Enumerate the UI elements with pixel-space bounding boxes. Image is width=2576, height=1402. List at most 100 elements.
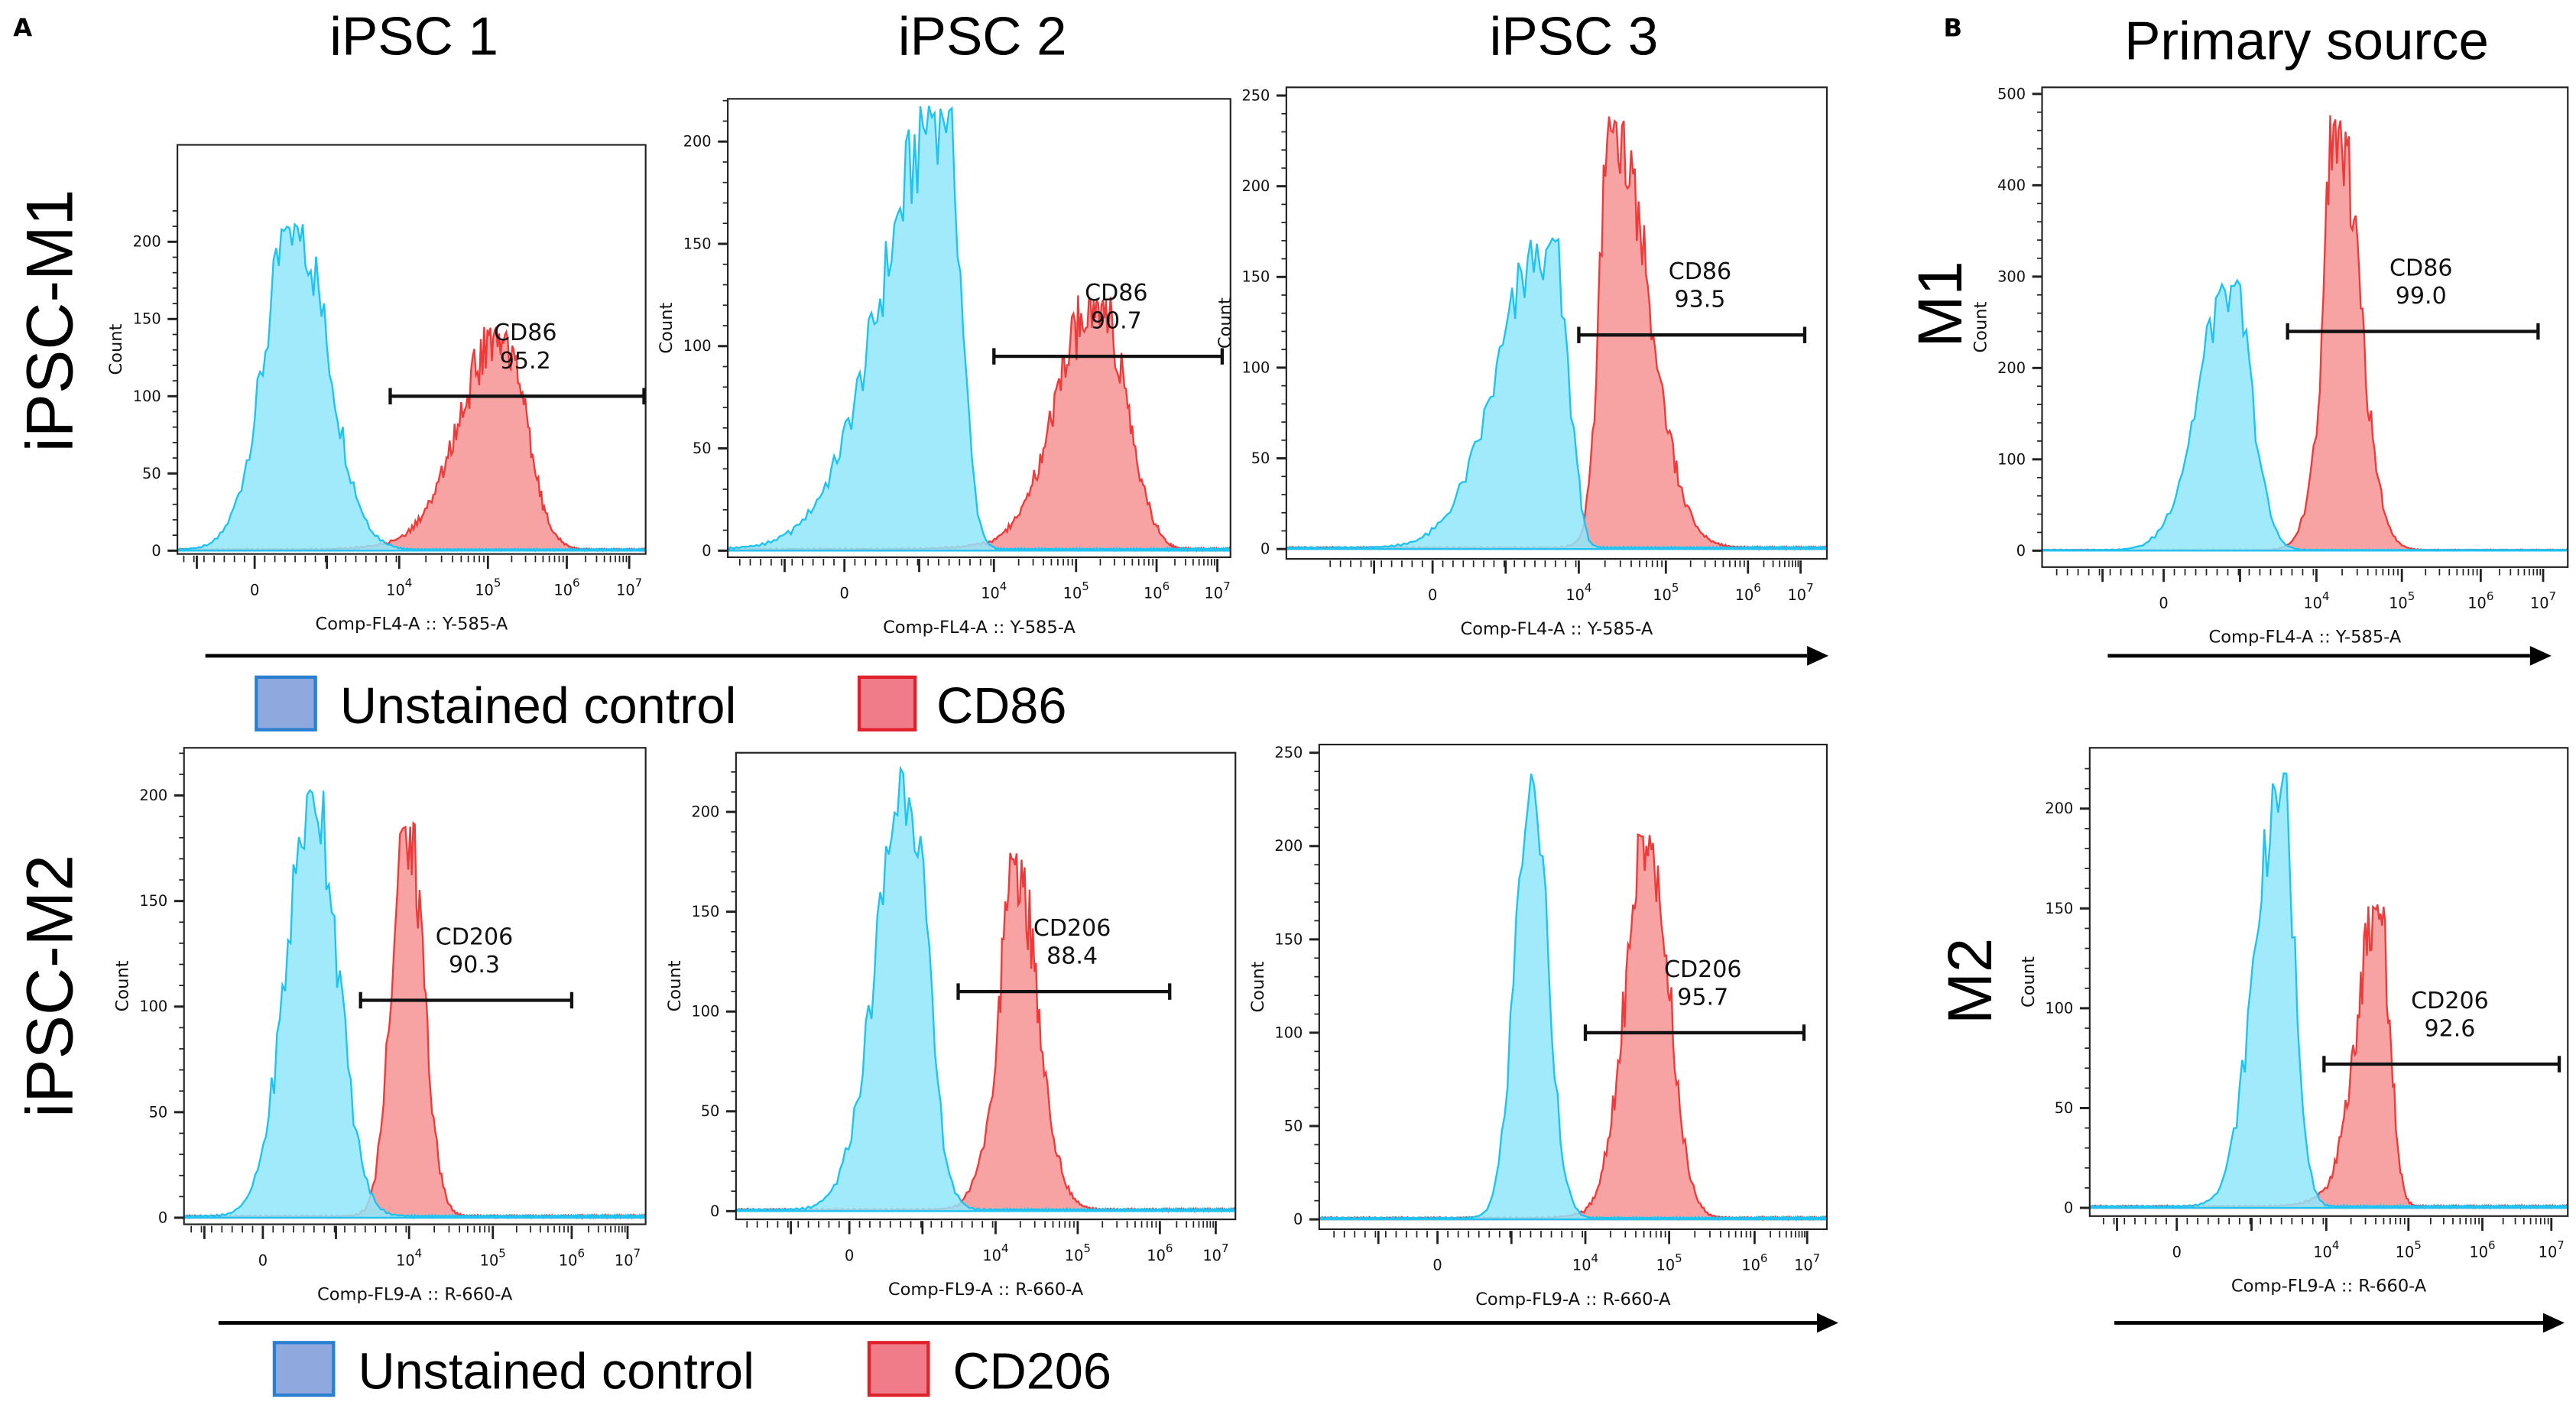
x-axis-label: Comp-FL4-A :: Y-585-A — [2209, 628, 2402, 647]
x-tick-exponent: 6 — [1760, 1251, 1768, 1265]
y-tick-label: 100 — [2045, 999, 2073, 1017]
y-tick-label: 500 — [1997, 85, 2026, 102]
y-tick-label: 50 — [2055, 1099, 2074, 1117]
x-tick-label: 107 — [1794, 1251, 1820, 1274]
gate-percent-label: 88.4 — [1046, 943, 1098, 970]
legend-swatch-cd86 — [857, 675, 917, 732]
x-tick-label: 107 — [2539, 1238, 2565, 1261]
histogram-unstained-control — [728, 105, 1231, 553]
x-tick-exponent: 7 — [634, 1247, 641, 1261]
y-tick-label: 150 — [1274, 930, 1303, 948]
x-tick-exponent: 7 — [1221, 1241, 1229, 1255]
x-tick-label: 106 — [2467, 589, 2493, 612]
histogram-panel: 0 50 100 150 200 Count 0 104 105 106 107 Comp-FL4-A… — [106, 144, 647, 634]
column-title-ipsc1: iPSC 1 — [329, 6, 498, 67]
y-tick-label: 400 — [1997, 177, 2026, 194]
x-tick-label: 107 — [615, 1247, 641, 1270]
x-tick-exponent: 5 — [494, 576, 501, 590]
histogram-cd86 — [728, 295, 1231, 553]
x-tick-exponent: 6 — [2487, 589, 2494, 603]
intensity-arrows — [205, 646, 2565, 1333]
x-tick-label: 105 — [1656, 1251, 1682, 1274]
x-axis-label: Comp-FL4-A :: Y-585-A — [316, 615, 508, 634]
x-tick-exponent: 5 — [1083, 1241, 1091, 1255]
x-tick-label: 105 — [480, 1247, 506, 1270]
x-tick-exponent: 7 — [2557, 1238, 2565, 1252]
y-tick-label: 250 — [1241, 86, 1270, 104]
y-tick-label: 100 — [1241, 359, 1270, 376]
y-tick-label: 200 — [2045, 800, 2073, 817]
plot-frame — [727, 98, 1231, 559]
gate-marker-label: CD86 — [1085, 280, 1147, 307]
y-tick-label: 0 — [702, 542, 711, 560]
gate-percent-label: 93.5 — [1674, 287, 1725, 313]
x-tick-label: 104 — [2303, 589, 2329, 612]
legend-bottom: Unstained control CD206 — [272, 1341, 1111, 1400]
legend-label-control: Unstained control — [358, 1343, 754, 1400]
y-tick-label: 50 — [142, 465, 161, 482]
y-axis-label: Count — [106, 323, 126, 375]
y-axis-label: Count — [665, 960, 685, 1011]
plot-frame — [1285, 86, 1828, 560]
panel-b-letter: B — [1944, 14, 1963, 43]
x-tick-label: 0 — [2159, 595, 2168, 612]
histogram-panel: 0 100 200 300 400 500 Count 0 104 105 106 107 Comp-F… — [1971, 85, 2569, 647]
y-tick-label: 100 — [1997, 450, 2026, 468]
y-tick-label: 100 — [133, 388, 161, 405]
x-tick-exponent: 7 — [1813, 1251, 1821, 1265]
y-tick-label: 200 — [139, 787, 167, 804]
x-tick-label: 0 — [258, 1251, 268, 1269]
y-tick-label: 50 — [149, 1103, 168, 1121]
x-tick-exponent: 4 — [2322, 589, 2330, 603]
legend-label-cd86: CD86 — [936, 678, 1066, 735]
x-tick-exponent: 4 — [1591, 1251, 1599, 1265]
x-tick-label: 105 — [2389, 589, 2415, 612]
x-tick-exponent: 4 — [415, 1247, 423, 1261]
x-tick-exponent: 7 — [2549, 589, 2557, 603]
x-axis-label: Comp-FL9-A :: R-660-A — [888, 1280, 1084, 1300]
x-tick-label: 106 — [1144, 579, 1170, 602]
histogram-unstained-control — [1286, 237, 1827, 551]
x-tick-exponent: 4 — [1000, 579, 1007, 593]
x-tick-exponent: 4 — [1585, 581, 1592, 595]
x-tick-exponent: 6 — [2488, 1238, 2496, 1252]
y-axis-label: Count — [113, 960, 133, 1011]
histogram-unstained-control — [2089, 772, 2568, 1210]
x-tick-label: 104 — [982, 1241, 1008, 1264]
x-tick-label: 104 — [386, 576, 412, 599]
x-tick-exponent: 4 — [405, 576, 413, 590]
x-tick-exponent: 7 — [1223, 579, 1231, 593]
column-title-ipsc3: iPSC 3 — [1490, 6, 1659, 67]
y-tick-label: 250 — [1274, 744, 1303, 761]
y-tick-label: 200 — [1241, 177, 1270, 195]
histogram-unstained-control — [2042, 278, 2568, 552]
x-tick-label: 104 — [2313, 1238, 2339, 1261]
arrow-head-icon — [1817, 1313, 1838, 1333]
legend-label-control: Unstained control — [340, 678, 736, 735]
x-tick-label: 106 — [1147, 1241, 1173, 1264]
y-tick-label: 0 — [1293, 1211, 1303, 1228]
x-tick-label: 105 — [475, 576, 501, 599]
row-label-ipsc-m2: iPSC-M2 — [14, 855, 87, 1118]
gate-marker-label: CD206 — [436, 923, 514, 950]
x-tick-label: 0 — [250, 581, 259, 599]
x-tick-label: 104 — [1572, 1251, 1598, 1274]
gate-percent-label: 95.2 — [500, 348, 551, 375]
gate-percent-label: 95.7 — [1677, 984, 1728, 1011]
y-tick-label: 150 — [139, 892, 167, 910]
histogram-unstained-control — [735, 765, 1236, 1214]
x-tick-exponent: 6 — [1163, 579, 1170, 593]
gate-marker-label: CD86 — [2389, 255, 2452, 281]
y-tick-label: 0 — [2064, 1199, 2073, 1216]
y-axis-label: Count — [2019, 956, 2039, 1008]
y-tick-label: 200 — [1274, 837, 1303, 855]
histogram-unstained-control — [1319, 773, 1827, 1222]
histogram-unstained-control — [177, 222, 646, 553]
y-tick-label: 300 — [1997, 268, 2026, 285]
arrow-head-icon — [1807, 646, 1829, 666]
histogram-panel: 0 50 100 150 200 Count 0 104 105 106 107 Comp-FL9-A… — [113, 747, 647, 1304]
legend-label-cd206: CD206 — [953, 1343, 1111, 1400]
legend-swatch-cd206 — [867, 1341, 930, 1397]
